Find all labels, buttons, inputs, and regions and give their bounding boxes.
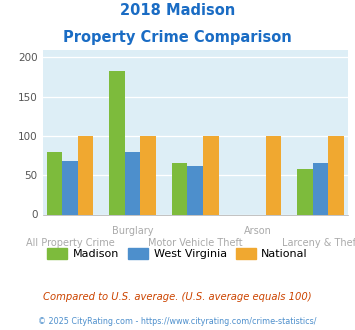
Text: Motor Vehicle Theft: Motor Vehicle Theft (148, 238, 242, 248)
Bar (297, 169, 313, 214)
Legend: Madison, West Virginia, National: Madison, West Virginia, National (43, 243, 312, 263)
Text: Burglary: Burglary (112, 226, 153, 236)
Text: © 2025 CityRating.com - https://www.cityrating.com/crime-statistics/: © 2025 CityRating.com - https://www.city… (38, 317, 317, 326)
Bar (47, 152, 62, 214)
Bar (266, 136, 282, 214)
Text: Property Crime Comparison: Property Crime Comparison (63, 30, 292, 45)
Bar (109, 71, 125, 215)
Bar (62, 161, 78, 214)
Text: All Property Crime: All Property Crime (26, 238, 114, 248)
Text: Compared to U.S. average. (U.S. average equals 100): Compared to U.S. average. (U.S. average … (43, 292, 312, 302)
Bar (328, 136, 344, 214)
Bar (125, 152, 141, 214)
Bar (203, 136, 219, 214)
Text: 2018 Madison: 2018 Madison (120, 3, 235, 18)
Text: Larceny & Theft: Larceny & Theft (282, 238, 355, 248)
Bar (141, 136, 156, 214)
Bar (187, 166, 203, 214)
Text: Arson: Arson (244, 226, 272, 236)
Bar (313, 163, 328, 214)
Bar (172, 163, 187, 214)
Bar (78, 136, 93, 214)
